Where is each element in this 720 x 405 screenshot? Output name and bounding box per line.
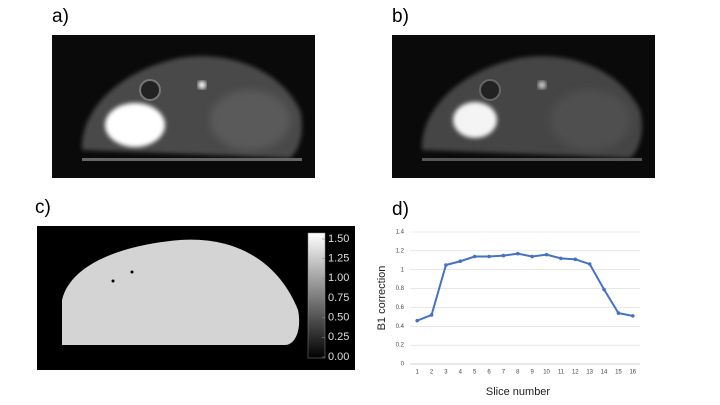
panel-label: c)	[35, 197, 51, 218]
point	[559, 256, 563, 261]
x-tick-label: 14	[601, 370, 608, 376]
mri-image-a	[52, 35, 315, 178]
point	[602, 287, 606, 292]
colorbar-tick-label: 0.75	[328, 292, 349, 304]
mri-image-b	[392, 35, 655, 178]
point	[487, 254, 491, 259]
x-tick-label: 2	[430, 370, 434, 376]
colorbar-tick-label: 0.00	[328, 351, 349, 363]
point	[616, 311, 621, 315]
point	[458, 259, 463, 264]
point	[501, 253, 506, 258]
point	[631, 314, 635, 318]
point	[544, 252, 549, 257]
x-tick-label: 10	[543, 370, 550, 376]
x-tick-label: 6	[487, 370, 491, 376]
b1-map	[37, 226, 355, 370]
y-tick-label: 0.2	[396, 343, 405, 349]
x-tick-label: 1	[416, 370, 420, 376]
y-tick-label: 0.6	[396, 305, 405, 311]
x-tick-label: 13	[586, 370, 593, 376]
point	[573, 257, 578, 262]
colorbar-tick-label: 1.50	[328, 233, 349, 245]
y-axis-label: B1 correction	[376, 266, 388, 331]
x-tick-label: 11	[558, 370, 565, 376]
x-tick-label: 3	[444, 370, 448, 376]
colorbar	[307, 232, 326, 359]
point	[415, 318, 419, 323]
x-tick-label: 16	[629, 370, 636, 376]
point	[516, 251, 520, 256]
point	[587, 262, 592, 266]
point	[530, 254, 534, 259]
x-tick-label: 7	[502, 370, 506, 376]
point	[444, 263, 448, 267]
y-tick-label: 1.2	[396, 248, 405, 254]
line	[416, 252, 634, 322]
panel-label: d)	[392, 199, 409, 220]
x-tick-label: 4	[459, 370, 463, 376]
x-tick-label: 12	[572, 370, 579, 376]
colorbar-tick-label: 1.25	[328, 253, 349, 265]
y-tick-label: 0.8	[396, 286, 405, 292]
y-tick-label: 1.4	[396, 230, 405, 236]
panel-label: b)	[392, 6, 409, 27]
y-tick-label: 0.4	[396, 324, 405, 330]
panel-label: a)	[52, 6, 69, 27]
point	[472, 254, 477, 259]
colorbar-tick-label: 1.00	[328, 272, 349, 284]
x-tick-label: 15	[615, 370, 622, 376]
x-tick-label: 5	[473, 370, 477, 376]
x-tick-label: 9	[531, 370, 535, 376]
y-tick-label: 0	[401, 362, 405, 368]
x-tick-label: 8	[516, 370, 520, 376]
y-tick-label: 1	[401, 267, 405, 273]
colorbar-tick-label: 0.25	[328, 331, 349, 343]
colorbar-tick-label: 0.50	[328, 312, 349, 324]
x-axis-label: Slice number	[486, 386, 551, 398]
point	[429, 313, 434, 317]
